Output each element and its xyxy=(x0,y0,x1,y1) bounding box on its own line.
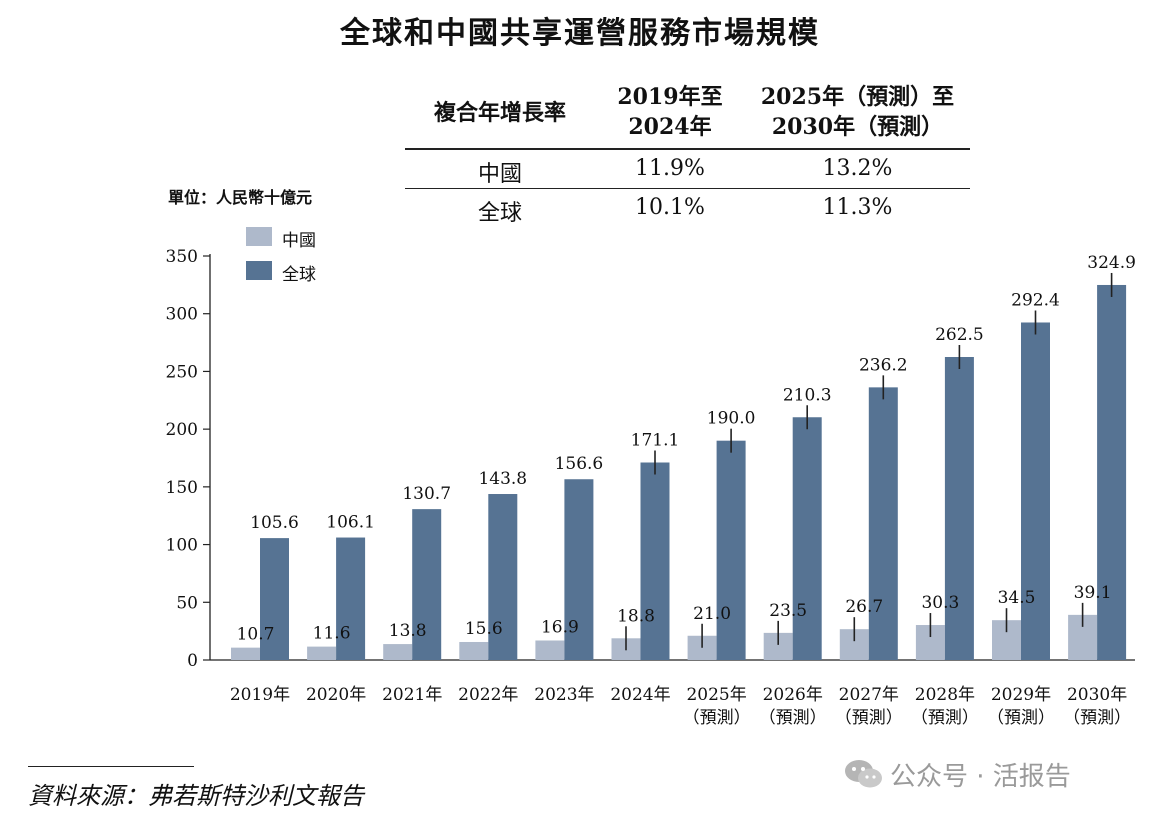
bar-global xyxy=(1021,322,1050,660)
bar-global xyxy=(716,440,746,660)
data-label-global: 156.6 xyxy=(555,454,604,474)
cagr-value: 10.1% xyxy=(635,195,705,220)
cagr-value: 11.9% xyxy=(635,156,705,181)
cagr-region: 全球 xyxy=(477,201,522,226)
data-label-global: 106.1 xyxy=(326,513,375,533)
bar-chart: 0 50 100 150 200 250 300 350 10.7 105.6 2019年 11.6… xyxy=(166,247,1136,728)
x-tick-label: 2027年 xyxy=(839,685,899,705)
cagr-row-china: 中國 11.9% 13.2% xyxy=(405,150,970,189)
data-label-china: 26.7 xyxy=(845,597,883,617)
cagr-header-period-2: 2025年（預測）至 2030年（預測） xyxy=(745,82,970,142)
data-label-china: 21.0 xyxy=(693,604,731,624)
x-tick-label: 2021年 xyxy=(382,685,442,705)
x-tick-label-forecast: （預測） xyxy=(683,708,751,728)
x-tick-label: 2025年 xyxy=(686,685,746,705)
y-tick-label: 50 xyxy=(176,593,198,613)
x-tick-label: 2029年 xyxy=(991,685,1051,705)
y-tick-label: 0 xyxy=(187,651,198,671)
data-label-china: 23.5 xyxy=(769,601,807,621)
x-tick-label: 2024年 xyxy=(610,685,670,705)
chart-title: 全球和中國共享運營服務市場規模 xyxy=(340,16,820,51)
bar-global xyxy=(336,537,366,660)
cagr-header-period-1-line2: 2024年 xyxy=(628,114,712,140)
data-label-china: 13.8 xyxy=(389,621,427,641)
cagr-header-period-2-line1: 2025年（預測）至 xyxy=(760,84,955,110)
cagr-table-header: 複合年增長率 2019年至 2024年 2025年（預測）至 2030年（預測） xyxy=(405,78,970,150)
bar-china xyxy=(383,644,413,660)
chart-axes: 0 50 100 150 200 250 300 350 xyxy=(166,247,1135,671)
cagr-region: 中國 xyxy=(477,162,522,187)
y-tick-label: 100 xyxy=(166,536,198,556)
data-label-global: 105.6 xyxy=(250,513,299,533)
data-label-global: 262.5 xyxy=(935,325,984,345)
legend-label-global: 全球 xyxy=(282,265,316,285)
bar-global xyxy=(944,357,974,660)
data-label-global: 210.3 xyxy=(783,385,832,405)
bar-global xyxy=(868,387,898,660)
y-tick-label: 300 xyxy=(166,305,198,325)
bar-china xyxy=(459,641,489,660)
legend-swatch-china xyxy=(246,227,272,246)
data-label-global: 171.1 xyxy=(631,431,680,451)
y-tick-label: 150 xyxy=(166,478,198,498)
data-label-global: 236.2 xyxy=(859,355,908,375)
cagr-header-period-1: 2019年至 2024年 xyxy=(595,82,745,142)
x-tick-label: 2022年 xyxy=(458,685,518,705)
x-tick-label: 2030年 xyxy=(1067,685,1127,705)
data-label-china: 30.3 xyxy=(921,593,959,613)
data-label-global: 324.9 xyxy=(1087,253,1136,273)
data-label-china: 16.9 xyxy=(541,617,579,637)
bar-global xyxy=(792,417,822,660)
data-label-global: 190.0 xyxy=(707,409,756,429)
chart-labels: 10.7 105.6 2019年 11.6 106.1 2020年 13.8 130.7 202… xyxy=(230,253,1136,728)
x-tick-label: 2026年 xyxy=(763,685,823,705)
y-tick-label: 200 xyxy=(166,420,198,440)
data-label-china: 15.6 xyxy=(465,619,503,639)
source-note: 資料來源：弗若斯特沙利文報告 xyxy=(28,782,364,810)
x-tick-label: 2020年 xyxy=(306,685,366,705)
x-tick-label-forecast: （預測） xyxy=(759,708,827,728)
bar-china xyxy=(535,640,565,660)
cagr-header-period-1-line1: 2019年至 xyxy=(617,84,723,110)
legend-swatch-global xyxy=(246,261,272,280)
bar-china xyxy=(231,647,260,660)
chart-bars xyxy=(231,272,1127,660)
data-label-global: 143.8 xyxy=(478,469,527,489)
y-tick-label: 250 xyxy=(166,362,198,382)
bar-global xyxy=(412,509,442,660)
y-tick-label: 350 xyxy=(166,247,198,267)
bar-global xyxy=(564,479,594,660)
x-tick-label-forecast: （預測） xyxy=(1063,708,1131,728)
bar-global xyxy=(1097,284,1127,660)
cagr-row-global: 全球 10.1% 11.3% xyxy=(405,189,970,227)
cagr-header-period-2-line2: 2030年（預測） xyxy=(771,114,944,140)
bar-global xyxy=(260,538,289,660)
cagr-table: 複合年增長率 2019年至 2024年 2025年（預測）至 2030年（預測）… xyxy=(405,78,970,227)
x-tick-label-forecast: （預測） xyxy=(911,708,979,728)
x-tick-label: 2023年 xyxy=(534,685,594,705)
bar-global xyxy=(488,494,518,660)
x-tick-label-forecast: （預測） xyxy=(987,708,1055,728)
cagr-value: 13.2% xyxy=(822,156,893,181)
data-label-china: 10.7 xyxy=(237,625,275,645)
x-tick-label: 2019年 xyxy=(230,685,290,705)
x-tick-label-forecast: （預測） xyxy=(835,708,903,728)
data-label-global: 130.7 xyxy=(402,484,451,504)
data-label-china: 11.6 xyxy=(313,624,351,644)
wechat-icon xyxy=(845,760,882,788)
data-label-china: 39.1 xyxy=(1074,583,1112,603)
data-label-global: 292.4 xyxy=(1011,290,1060,310)
bar-china xyxy=(307,646,337,660)
data-label-china: 18.8 xyxy=(617,606,655,626)
cagr-header-label: 複合年增長率 xyxy=(433,100,566,126)
source-divider xyxy=(28,766,194,767)
data-label-china: 34.5 xyxy=(998,588,1036,608)
cagr-value: 11.3% xyxy=(822,195,893,220)
x-tick-label: 2028年 xyxy=(915,685,975,705)
watermark-text: 公众号 · 活报告 xyxy=(890,762,1071,792)
legend-label-china: 中國 xyxy=(282,231,316,251)
bar-global xyxy=(640,462,670,660)
unit-label: 單位：人民幣十億元 xyxy=(168,188,313,207)
